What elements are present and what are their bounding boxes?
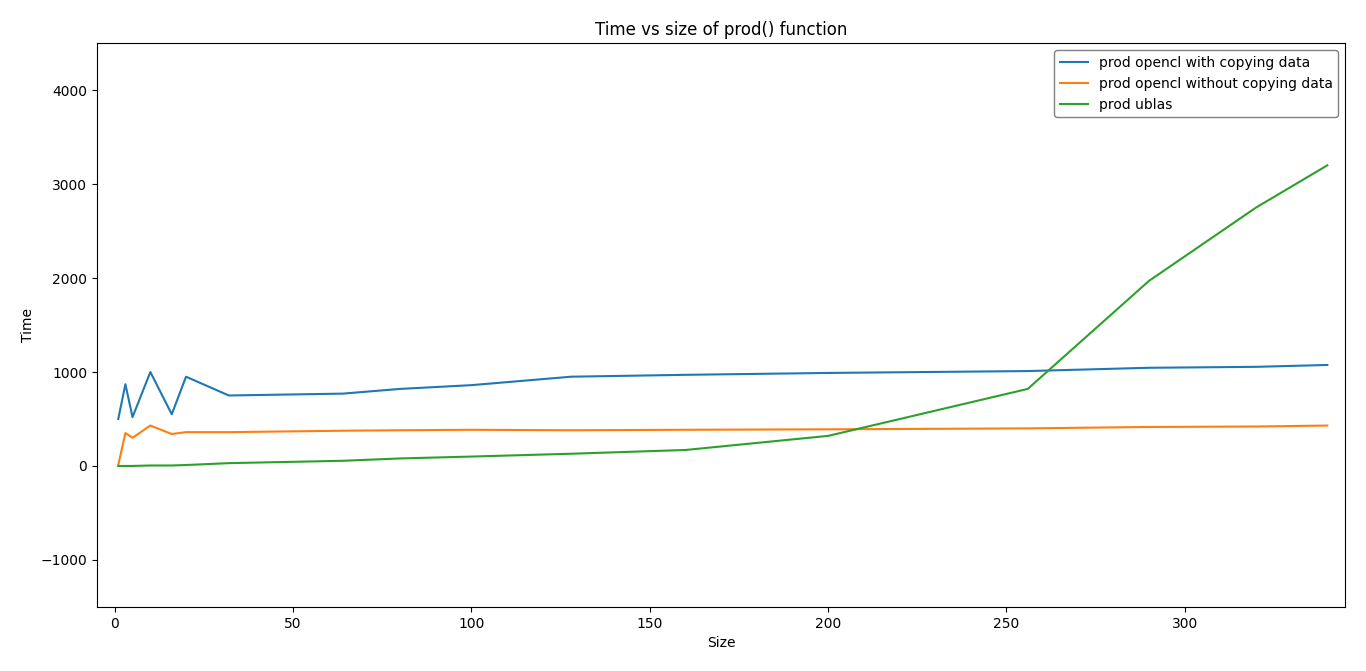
prod ublas [178, 461, 194, 469]
prod ublas [392, 454, 408, 462]
prod opencl with copying data [124, 413, 141, 421]
prod opencl with copying data [392, 385, 408, 393]
prod opencl with copying data [117, 380, 134, 389]
prod opencl without copying data [563, 426, 579, 434]
prod opencl without copying data [820, 425, 836, 433]
Line: prod opencl with copying data: prod opencl with copying data [119, 365, 1328, 419]
prod ublas [164, 462, 180, 470]
prod ublas [1247, 203, 1264, 211]
prod ublas [142, 462, 158, 470]
prod opencl without copying data [111, 461, 127, 469]
prod opencl with copying data [335, 390, 351, 398]
prod ublas [820, 432, 836, 440]
prod opencl with copying data [164, 410, 180, 418]
Y-axis label: Time: Time [20, 308, 36, 342]
prod opencl with copying data [1019, 367, 1035, 375]
prod opencl without copying data [1141, 423, 1157, 431]
prod ublas [117, 462, 134, 470]
prod ublas [1141, 277, 1157, 285]
prod opencl with copying data [463, 381, 479, 389]
prod opencl without copying data [117, 429, 134, 437]
prod opencl with copying data [678, 371, 694, 379]
Title: Time vs size of prod() function: Time vs size of prod() function [594, 21, 847, 39]
prod opencl with copying data [178, 372, 194, 380]
prod opencl without copying data [164, 430, 180, 438]
prod opencl with copying data [142, 368, 158, 376]
prod opencl with copying data [1247, 363, 1264, 371]
prod opencl with copying data [111, 415, 127, 423]
prod opencl with copying data [221, 391, 238, 399]
prod opencl with copying data [1141, 364, 1157, 372]
X-axis label: Size: Size [706, 636, 735, 650]
prod opencl without copying data [1019, 424, 1035, 432]
prod ublas [111, 462, 127, 470]
prod opencl with copying data [563, 372, 579, 380]
prod opencl without copying data [392, 426, 408, 434]
Line: prod ublas: prod ublas [119, 165, 1328, 466]
prod opencl without copying data [1320, 421, 1336, 429]
Legend: prod opencl with copying data, prod opencl without copying data, prod ublas: prod opencl with copying data, prod open… [1055, 50, 1339, 117]
prod ublas [335, 457, 351, 465]
prod opencl with copying data [820, 369, 836, 377]
prod opencl with copying data [1320, 361, 1336, 369]
prod opencl without copying data [124, 433, 141, 442]
prod opencl without copying data [221, 428, 238, 436]
prod opencl without copying data [678, 426, 694, 434]
prod opencl without copying data [178, 428, 194, 436]
prod ublas [563, 450, 579, 458]
prod ublas [463, 452, 479, 460]
Line: prod opencl without copying data: prod opencl without copying data [119, 425, 1328, 465]
prod opencl without copying data [142, 421, 158, 429]
prod ublas [1019, 385, 1035, 393]
prod ublas [221, 459, 238, 467]
prod ublas [124, 462, 141, 470]
prod opencl without copying data [463, 426, 479, 434]
prod opencl without copying data [335, 427, 351, 435]
prod opencl without copying data [1247, 423, 1264, 431]
prod ublas [678, 446, 694, 454]
prod ublas [1320, 161, 1336, 169]
